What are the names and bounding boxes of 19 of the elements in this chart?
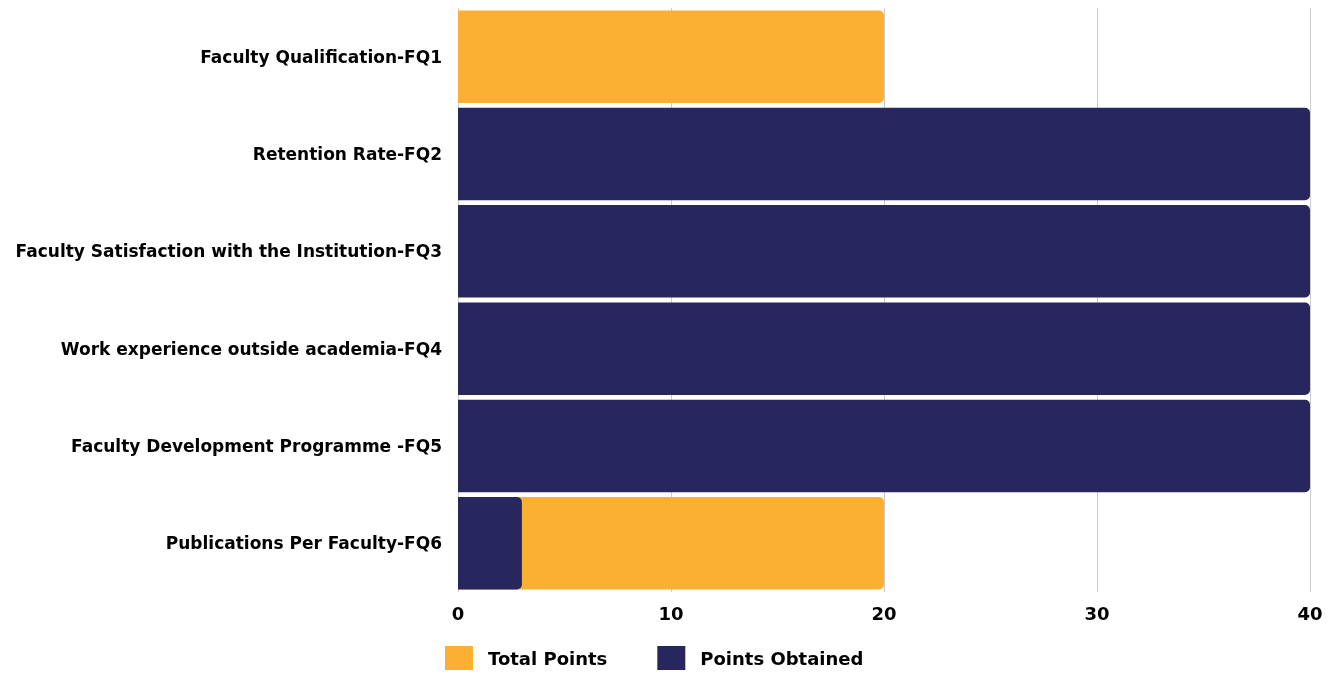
x-tick-label: 30	[1084, 602, 1110, 624]
x-tick-label: 40	[1297, 602, 1323, 624]
bar	[458, 399, 1310, 493]
bar	[458, 10, 884, 103]
y-tick-label: Publications Per Faculty-FQ6	[165, 533, 442, 554]
x-tick-label: 10	[658, 602, 684, 624]
bar	[458, 497, 522, 590]
y-tick-label: Faculty Development Programme -FQ5	[71, 436, 442, 456]
y-tick-label: Work experience outside academia-FQ4	[60, 338, 443, 359]
legend-label: Total Points	[488, 647, 608, 669]
y-tick-label: Faculty Satisfaction with the Institution-FQ3	[15, 241, 442, 262]
x-tick-label: 0	[451, 602, 465, 624]
bar	[458, 205, 1310, 298]
bar	[458, 302, 1310, 395]
bar	[458, 107, 1310, 201]
y-tick-label: Faculty Qualification-FQ1	[200, 46, 442, 67]
y-tick-label: Retention Rate-FQ2	[252, 144, 442, 164]
legend-label: Points Obtained	[700, 647, 864, 669]
x-tick-label: 20	[871, 602, 897, 624]
